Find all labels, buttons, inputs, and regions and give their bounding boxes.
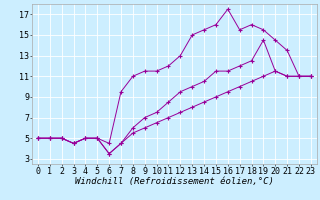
X-axis label: Windchill (Refroidissement éolien,°C): Windchill (Refroidissement éolien,°C) [75,177,274,186]
